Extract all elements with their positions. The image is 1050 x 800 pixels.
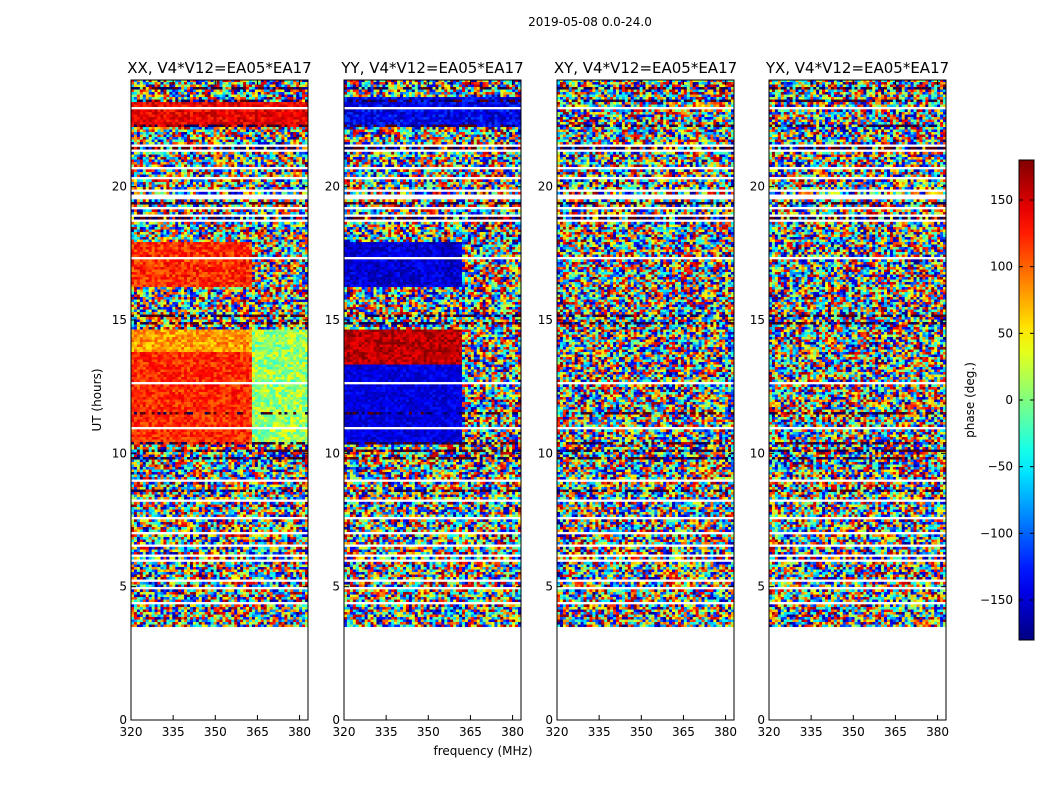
y-tick-label: 0 [757,713,765,727]
x-axis-label: frequency (MHz) [433,744,532,758]
y-tick-label: 0 [545,713,553,727]
panel-title: XX, V4*V12=EA05*EA17 [127,59,311,77]
panel-xx: XX, V4*V12=EA05*EA17 320 335 350 365 380 0 5 10 1… [112,59,312,739]
panel-title: XY, V4*V12=EA05*EA17 [554,59,737,77]
y-tick-label: 15 [538,313,553,327]
x-tick-label: 320 [758,725,781,739]
x-tick-label: 320 [333,725,356,739]
y-tick-label: 5 [757,580,765,594]
y-tick-label: 5 [119,580,127,594]
y-tick-label: 20 [325,180,340,194]
heatmap-image [344,80,521,628]
x-tick-label: 335 [588,725,611,739]
y-tick-label: 0 [332,713,340,727]
y-tick-label: 0 [119,713,127,727]
x-tick-label: 350 [842,725,865,739]
x-tick-label: 380 [714,725,737,739]
y-tick-label: 15 [325,313,340,327]
y-tick-label: 20 [538,180,553,194]
y-tick-label: 10 [538,446,553,460]
x-tick-label: 350 [417,725,440,739]
heatmap-image [557,80,734,628]
y-tick-label: 10 [112,446,127,460]
colorbar-label: phase (deg.) [963,362,977,438]
panel-yx: YX, V4*V12=EA05*EA17 320 335 350 365 380 0 5 10 1… [750,59,949,739]
colorbar-tick-label: 0 [1005,393,1013,407]
y-axis-label: UT (hours) [90,368,104,431]
panel-frame [556,79,735,721]
y-tick-label: 10 [750,446,765,460]
x-tick-label: 320 [120,725,143,739]
panel-xy: XY, V4*V12=EA05*EA17 320 335 350 365 380 0 5 10 1… [538,59,737,739]
colorbar-tick-label: 50 [998,326,1013,340]
x-tick-label: 365 [246,725,269,739]
colorbar-tick-label: −150 [980,593,1013,607]
panel-frame [130,79,309,721]
x-tick-label: 380 [926,725,949,739]
panel-yy: YY, V4*V12=EA05*EA17 320 335 350 365 380 0 5 10 1… [325,59,524,739]
x-tick-label: 350 [204,725,227,739]
colorbar-tick-label: 150 [990,193,1013,207]
x-tick-label: 335 [162,725,185,739]
y-tick-label: 20 [750,180,765,194]
heatmap-image [131,80,308,628]
colorbar: phase (deg.) −150 −100 −50 0 50 100 150 [963,159,1035,641]
panel-title: YY, V4*V12=EA05*EA17 [340,59,523,77]
x-tick-label: 335 [375,725,398,739]
colorbar-tick-label: 100 [990,260,1013,274]
heatmap-image [769,80,946,628]
x-tick-label: 365 [884,725,907,739]
x-tick-label: 365 [459,725,482,739]
y-tick-label: 5 [332,580,340,594]
x-tick-label: 380 [501,725,524,739]
x-tick-label: 380 [288,725,311,739]
figure-suptitle: 2019-05-08 0.0-24.0 [528,15,652,29]
panel-title: YX, V4*V12=EA05*EA17 [765,59,949,77]
x-tick-label: 335 [800,725,823,739]
colorbar-tick-label: −50 [988,460,1013,474]
y-tick-label: 20 [112,180,127,194]
y-tick-label: 5 [545,580,553,594]
colorbar-tick-label: −100 [980,526,1013,540]
x-tick-label: 365 [672,725,695,739]
x-tick-label: 350 [630,725,653,739]
panel-frame [343,79,522,721]
y-tick-label: 15 [112,313,127,327]
panel-frame [768,79,947,721]
y-tick-label: 10 [325,446,340,460]
y-tick-label: 15 [750,313,765,327]
x-tick-label: 320 [546,725,569,739]
